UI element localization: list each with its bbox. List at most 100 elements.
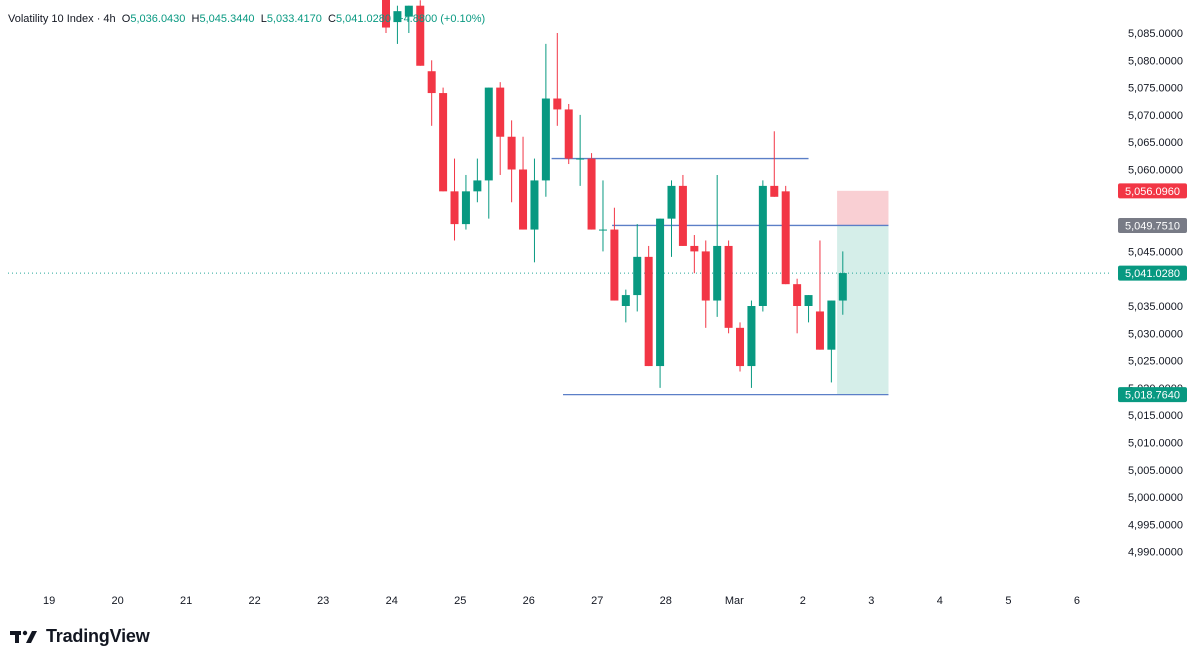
- price-label-badge[interactable]: [1118, 183, 1187, 199]
- price-label-badge[interactable]: [1118, 387, 1187, 403]
- candle[interactable]: [587, 153, 596, 230]
- candle-body: [530, 180, 539, 230]
- candle-body: [507, 136, 516, 170]
- high-label: H: [191, 13, 200, 25]
- y-tick-label: 5,070.0000: [1128, 110, 1183, 122]
- x-tick-label: 22: [249, 595, 261, 607]
- candle-body: [815, 311, 824, 350]
- open-label: O: [121, 13, 131, 25]
- candle[interactable]: [564, 103, 573, 165]
- candle[interactable]: [713, 174, 722, 317]
- y-tick-label: 5,080.0000: [1128, 55, 1183, 67]
- price-label: 5,041.0280: [1125, 268, 1180, 280]
- candle[interactable]: [541, 43, 550, 197]
- x-tick-label: 19: [43, 595, 55, 607]
- y-tick-label: 5,065.0000: [1128, 137, 1183, 149]
- candle[interactable]: [416, 0, 425, 66]
- candle[interactable]: [598, 180, 607, 252]
- y-tick-label: 5,025.0000: [1128, 356, 1183, 368]
- chart-legend: Volatility 10 Index · 4h O5,036.0430 H5,…: [8, 13, 485, 25]
- candle[interactable]: [701, 240, 710, 328]
- candle-body: [553, 98, 562, 110]
- high-value: 5,045.3440: [199, 13, 255, 25]
- brand-name[interactable]: TradingView: [46, 626, 150, 646]
- x-tick-label: 5: [1005, 595, 1011, 607]
- candle-body: [541, 98, 550, 181]
- candle[interactable]: [793, 278, 802, 334]
- candle-body: [724, 245, 733, 328]
- candle-body: [564, 109, 573, 159]
- candle-body: [382, 0, 390, 28]
- candle[interactable]: [838, 251, 847, 315]
- candle[interactable]: [815, 240, 824, 350]
- x-tick-label: 26: [523, 595, 535, 607]
- candle-body: [644, 256, 653, 367]
- take-profit-zone[interactable]: [837, 225, 889, 395]
- candle[interactable]: [667, 180, 676, 257]
- candle[interactable]: [427, 60, 436, 126]
- candle[interactable]: [758, 180, 767, 312]
- candle[interactable]: [610, 207, 619, 301]
- candle-body: [667, 185, 676, 219]
- candle[interactable]: [736, 322, 745, 372]
- x-tick-label: 21: [180, 595, 192, 607]
- stop-loss-zone[interactable]: [837, 190, 889, 226]
- candle[interactable]: [404, 5, 413, 33]
- low-value: 5,033.4170: [266, 13, 322, 25]
- candle-body: [827, 300, 836, 350]
- symbol-name[interactable]: Volatility 10 Index: [8, 13, 94, 25]
- candle[interactable]: [553, 33, 562, 126]
- candle[interactable]: [484, 87, 493, 219]
- candle[interactable]: [393, 5, 402, 44]
- x-tick-label: 3: [868, 595, 874, 607]
- legend-separator: ·: [96, 13, 101, 25]
- y-tick-label: 5,015.0000: [1128, 410, 1183, 422]
- candle[interactable]: [770, 131, 779, 197]
- candle-body: [473, 180, 482, 192]
- candle-body: [713, 245, 722, 301]
- candle[interactable]: [507, 120, 516, 203]
- x-tick-label: Mar: [725, 595, 744, 607]
- candle[interactable]: [804, 295, 813, 323]
- x-tick-label: 20: [112, 595, 124, 607]
- candle[interactable]: [690, 235, 699, 274]
- candle[interactable]: [621, 289, 630, 323]
- y-tick-label: 5,045.0000: [1128, 246, 1183, 258]
- candle-body: [770, 185, 779, 197]
- price-label-badge[interactable]: [1118, 265, 1187, 281]
- candle-body: [519, 169, 528, 230]
- candle[interactable]: [439, 87, 448, 192]
- candle[interactable]: [576, 114, 585, 186]
- candle-body: [747, 306, 756, 367]
- y-tick-label: 5,000.0000: [1128, 492, 1183, 504]
- candle[interactable]: [382, 0, 390, 33]
- y-tick-label: 4,995.0000: [1128, 519, 1183, 531]
- candle[interactable]: [473, 158, 482, 203]
- candle[interactable]: [450, 158, 459, 241]
- close-value: 5,041.0280: [335, 13, 392, 25]
- candle[interactable]: [747, 300, 756, 388]
- tradingview-logo-icon: [10, 630, 37, 643]
- candle[interactable]: [644, 245, 653, 367]
- x-tick-label: 27: [591, 595, 603, 607]
- candle[interactable]: [827, 300, 836, 383]
- x-tick-label: 23: [317, 595, 329, 607]
- candle[interactable]: [724, 240, 733, 334]
- candle[interactable]: [656, 218, 665, 388]
- candle[interactable]: [530, 158, 539, 263]
- change-value: +4.8800 (+0.10%): [397, 13, 486, 25]
- candle[interactable]: [461, 174, 470, 230]
- candle[interactable]: [781, 185, 790, 285]
- candle[interactable]: [496, 82, 505, 175]
- candle-body: [587, 158, 596, 230]
- candle[interactable]: [678, 174, 687, 246]
- price-label-badge[interactable]: [1118, 217, 1187, 233]
- candle[interactable]: [633, 224, 642, 312]
- interval[interactable]: 4h: [103, 13, 116, 25]
- candle-body: [461, 191, 470, 225]
- y-tick-label: 5,085.0000: [1128, 28, 1183, 40]
- candle[interactable]: [519, 136, 528, 230]
- candle-body: [496, 87, 505, 137]
- x-tick-label: 24: [386, 595, 398, 607]
